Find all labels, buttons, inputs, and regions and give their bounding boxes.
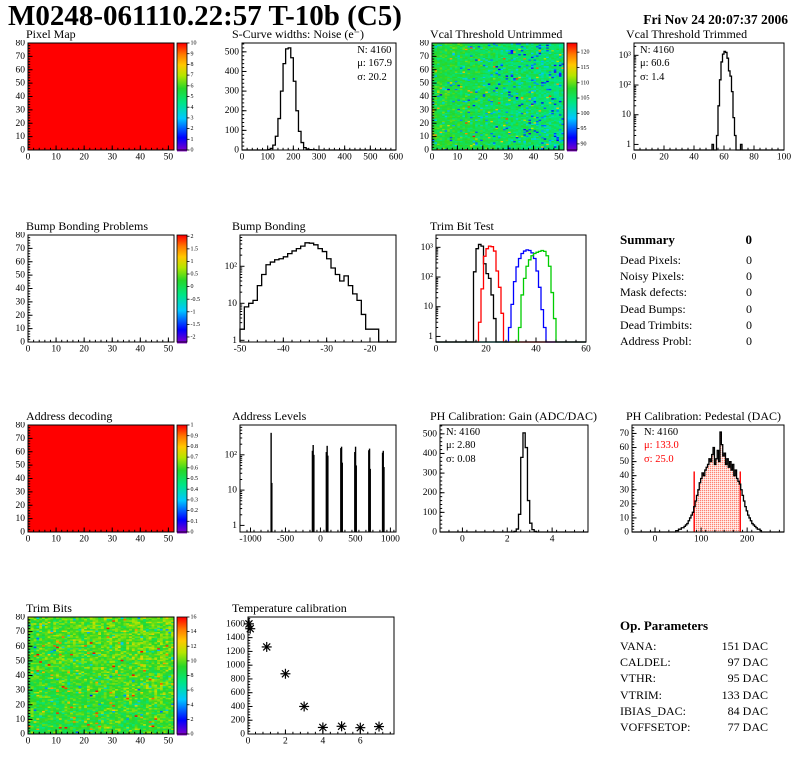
stat-entries: N: 4160 (357, 45, 392, 56)
bump-bonding-chart (212, 232, 406, 356)
stat-entries: N: 4160 (644, 427, 679, 438)
op-parameter-label: IBIAS_DAC: (620, 703, 687, 718)
summary-label: Dead Pixels: (620, 253, 681, 267)
chart-title: PH Calibration: Gain (ADC/DAC) (430, 409, 597, 423)
summary-row: Dead Bumps: 0 (620, 301, 752, 317)
scurve-noise-chart (212, 40, 406, 164)
panel-vcal-untrimmed: Vcal Threshold Untrimmed (410, 28, 598, 164)
trim-bits-chart (6, 614, 208, 748)
chart-title: Vcal Threshold Untrimmed (430, 27, 563, 41)
chart-title: PH Calibration: Pedestal (DAC) (626, 409, 781, 423)
summary-label: Dead Trimbits: (620, 317, 693, 332)
chart-title: Temperature calibration (232, 601, 347, 615)
summary-value: 0 (746, 317, 752, 332)
panel-ph-gain: PH Calibration: Gain (ADC/DAC) N: 4160 μ… (410, 410, 598, 546)
chart-title: Vcal Threshold Trimmed (626, 27, 748, 41)
summary-title: Summary (620, 232, 675, 247)
stat-mean: μ: 133.0 (644, 440, 679, 452)
summary-value: 0 (746, 301, 752, 316)
temperature-calibration-chart (212, 614, 406, 748)
panel-bump-bonding: Bump Bonding (212, 220, 406, 356)
op-parameters-title: Op. Parameters (620, 618, 709, 633)
summary-value: 0 (746, 253, 752, 267)
pixel-map-chart (6, 40, 208, 164)
summary-total: 0 (745, 232, 753, 247)
op-parameter-value: 133 DAC (721, 687, 768, 702)
vcal-untrimmed-chart (410, 40, 598, 164)
stat-mean: μ: 60.6 (640, 58, 670, 70)
stat-sigma: σ: 20.2 (357, 71, 387, 83)
stats-box: N: 4160 μ: 167.9 σ: 20.2 (357, 44, 392, 84)
op-parameter-row: CALDEL: 97 DAC (620, 654, 768, 670)
chart-title: Bump Bonding Problems (26, 219, 149, 233)
stat-sigma: σ: 0.08 (446, 453, 476, 465)
op-parameter-label: VANA: (620, 639, 657, 653)
op-parameter-value: 151 DAC (721, 639, 768, 653)
summary-row: Mask defects: 0 (620, 284, 752, 300)
stat-sigma: σ: 25.0 (644, 453, 674, 465)
summary-label: Dead Bumps: (620, 301, 686, 316)
stat-entries: N: 4160 (446, 427, 481, 438)
summary-row: Dead Pixels: 0 (620, 252, 752, 268)
stat-mean: μ: 167.9 (357, 58, 392, 70)
summary-label: Mask defects: (620, 285, 687, 300)
op-parameter-row: VTHR: 95 DAC (620, 670, 768, 686)
address-decoding-chart (6, 422, 208, 546)
op-parameter-value: 95 DAC (727, 671, 768, 686)
chart-title: Trim Bits (26, 601, 72, 615)
op-parameter-label: VTRIM: (620, 687, 662, 702)
summary-block: Summary 0 Dead Pixels: 0 Noisy Pixels: 0 M… (620, 232, 752, 349)
page-title: M0248-061110.22:57 T-10b (C5) (8, 0, 402, 32)
chart-title: S-Curve widths: Noise (e⁻) (232, 27, 364, 41)
panel-pixel-map: Pixel Map (6, 28, 208, 164)
op-parameter-row: VANA: 151 DAC (620, 638, 768, 654)
address-levels-chart (212, 422, 406, 546)
panel-address-decoding: Address decoding (6, 410, 208, 546)
op-parameter-value: 97 DAC (727, 655, 768, 670)
vcal-trimmed-chart (606, 40, 794, 164)
timestamp: Fri Nov 24 20:07:37 2006 (643, 12, 788, 27)
op-parameters-block: Op. Parameters VANA: 151 DAC CALDEL: 97 DA… (620, 618, 768, 735)
stat-sigma: σ: 1.4 (640, 71, 665, 83)
chart-title: Bump Bonding (232, 219, 306, 233)
chart-title: Address decoding (26, 409, 113, 423)
op-parameter-value: 84 DAC (727, 703, 768, 718)
op-parameter-row: VOFFSETOP: 77 DAC (620, 719, 768, 735)
summary-row: Address Probl: 0 (620, 333, 752, 349)
stats-box: N: 4160 μ: 2.80 σ: 0.08 (446, 426, 480, 466)
op-parameter-label: VTHR: (620, 671, 656, 686)
summary-label: Address Probl: (620, 333, 692, 348)
op-parameter-label: CALDEL: (620, 655, 671, 670)
ph-gain-chart (410, 422, 598, 546)
stats-box: N: 4160 μ: 133.0 σ: 25.0 (644, 426, 679, 466)
summary-value: 0 (746, 285, 752, 300)
summary-value: 0 (746, 269, 752, 284)
chart-title: Pixel Map (26, 27, 76, 41)
summary-row: Noisy Pixels: 0 (620, 268, 752, 284)
op-parameter-row: IBIAS_DAC: 84 DAC (620, 703, 768, 719)
trim-bit-test-chart (410, 232, 598, 356)
op-parameter-row: VTRIM: 133 DAC (620, 687, 768, 703)
op-parameter-value: 77 DAC (727, 719, 768, 734)
stats-box: N: 4160 μ: 60.6 σ: 1.4 (640, 44, 674, 84)
summary-row: Dead Trimbits: 0 (620, 317, 752, 333)
stat-mean: μ: 2.80 (446, 440, 476, 452)
panel-temperature-calibration: Temperature calibration (212, 602, 406, 748)
ph-pedestal-chart (606, 422, 794, 546)
panel-vcal-trimmed: Vcal Threshold Trimmed N: 4160 μ: 60.6 σ… (606, 28, 794, 164)
panel-ph-pedestal: PH Calibration: Pedestal (DAC) N: 4160 μ… (606, 410, 794, 546)
summary-value: 0 (746, 333, 752, 348)
op-parameter-label: VOFFSETOP: (620, 719, 691, 734)
panel-bump-bonding-problems: Bump Bonding Problems (6, 220, 208, 356)
panel-trim-bits: Trim Bits (6, 602, 208, 748)
chart-title: Address Levels (232, 409, 307, 423)
panel-scurve-noise: S-Curve widths: Noise (e⁻) N: 4160 μ: 16… (212, 28, 406, 164)
stat-entries: N: 4160 (640, 45, 675, 56)
chart-title: Trim Bit Test (430, 219, 494, 233)
panel-trim-bit-test: Trim Bit Test (410, 220, 598, 356)
summary-label: Noisy Pixels: (620, 269, 685, 284)
panel-address-levels: Address Levels (212, 410, 406, 546)
bump-bonding-problems-chart (6, 232, 208, 356)
